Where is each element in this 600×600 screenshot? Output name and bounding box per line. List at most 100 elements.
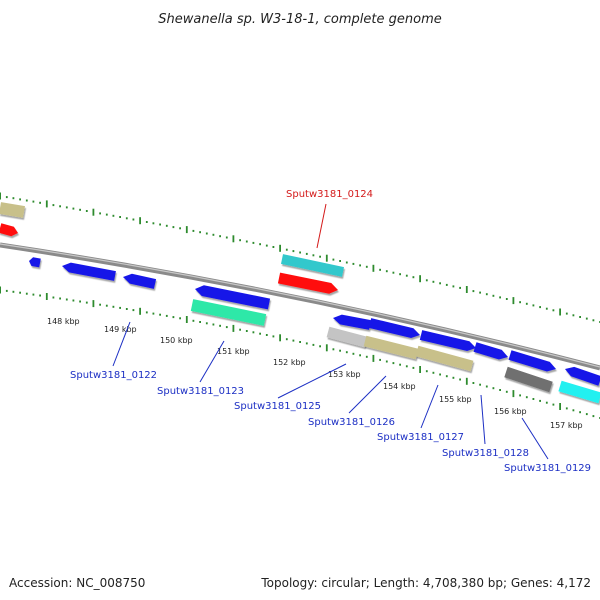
minor-tick <box>285 338 288 341</box>
major-tick <box>45 200 48 208</box>
minor-tick <box>72 207 75 210</box>
leader-line <box>420 384 439 429</box>
gene-feature[interactable] <box>190 299 267 326</box>
tick-label: 151 kbp <box>217 347 250 356</box>
genome-backbone-highlight <box>0 243 600 368</box>
minor-tick <box>285 248 288 251</box>
minor-tick <box>592 319 595 322</box>
tick-label: 154 kbp <box>383 382 416 391</box>
tick-label: 156 kbp <box>494 407 527 416</box>
minor-tick <box>505 298 508 300</box>
gene-label[interactable]: Sputw3181_0126 <box>308 417 395 428</box>
tick-label: 157 kbp <box>550 421 583 430</box>
minor-tick <box>65 298 68 301</box>
gene-feature[interactable] <box>326 326 368 348</box>
minor-tick <box>272 246 275 248</box>
minor-tick <box>219 235 221 238</box>
major-tick <box>232 235 235 243</box>
minor-tick <box>412 366 415 369</box>
gene-feature[interactable] <box>277 272 338 294</box>
gene-features <box>0 202 600 404</box>
minor-tick <box>199 321 201 323</box>
gene-feature[interactable] <box>62 262 116 281</box>
minor-tick <box>365 355 368 358</box>
gene-feature[interactable] <box>0 202 25 218</box>
minor-tick <box>425 370 428 373</box>
major-tick <box>0 192 1 200</box>
gene-label[interactable]: Sputw3181_0125 <box>234 401 321 412</box>
minor-tick <box>292 250 295 253</box>
gene-feature[interactable] <box>473 342 509 360</box>
gene-feature[interactable] <box>123 273 157 289</box>
outer-dotted-track <box>0 192 600 323</box>
minor-tick <box>52 296 55 299</box>
gene-feature[interactable] <box>195 285 271 310</box>
minor-tick <box>19 198 21 201</box>
minor-tick <box>292 339 295 342</box>
leader-line <box>112 321 131 367</box>
minor-tick <box>352 352 355 355</box>
gene-label[interactable]: Sputw3181_0122 <box>70 370 157 381</box>
minor-tick <box>132 218 135 221</box>
minor-tick <box>79 300 81 303</box>
minor-tick <box>265 244 268 247</box>
minor-tick <box>472 290 475 293</box>
leader-line <box>348 375 387 414</box>
minor-tick <box>539 306 541 309</box>
minor-tick <box>565 407 568 410</box>
gene-label[interactable]: Sputw3181_0128 <box>442 448 529 459</box>
minor-tick <box>519 394 521 397</box>
minor-tick <box>205 322 208 325</box>
gene-label[interactable]: Sputw3181_0124 <box>286 189 373 200</box>
minor-tick <box>165 314 168 317</box>
minor-tick <box>452 285 455 288</box>
minor-tick <box>5 196 8 199</box>
gene-feature[interactable] <box>419 330 476 351</box>
genome-backbone <box>0 242 600 371</box>
minor-tick <box>412 276 415 279</box>
gene-feature[interactable] <box>281 254 344 277</box>
minor-tick <box>365 265 368 268</box>
minor-tick <box>179 317 181 320</box>
gene-feature[interactable] <box>0 223 18 237</box>
minor-tick <box>479 383 481 386</box>
gene-feature[interactable] <box>415 345 474 372</box>
gene-feature[interactable] <box>363 335 419 360</box>
gene-feature[interactable] <box>29 257 41 268</box>
minor-tick <box>359 264 361 267</box>
minor-tick <box>252 331 255 334</box>
minor-tick <box>439 282 441 285</box>
leader-line <box>199 340 225 383</box>
gene-feature[interactable] <box>504 366 553 393</box>
map-title: Shewanella sp. W3-18-1, complete genome <box>158 12 441 27</box>
minor-tick <box>265 334 268 336</box>
gene-feature[interactable] <box>508 350 557 372</box>
minor-tick <box>85 301 88 304</box>
gene-feature[interactable] <box>333 314 371 330</box>
minor-tick <box>579 411 581 414</box>
minor-tick <box>212 233 215 236</box>
minor-tick <box>192 229 195 232</box>
gene-label[interactable]: Sputw3181_0123 <box>157 386 244 397</box>
minor-tick <box>305 342 308 345</box>
minor-tick <box>32 293 35 296</box>
minor-tick <box>79 208 81 211</box>
minor-tick <box>392 271 395 274</box>
minor-tick <box>105 213 108 216</box>
minor-tick <box>299 341 301 343</box>
gene-label[interactable]: Sputw3181_0127 <box>377 432 464 443</box>
gene-feature[interactable] <box>558 380 600 404</box>
gene-feature[interactable] <box>565 366 600 386</box>
minor-tick <box>445 375 448 378</box>
gene-feature[interactable] <box>368 318 420 338</box>
tick-label: 150 kbp <box>160 336 193 345</box>
minor-tick <box>505 390 508 393</box>
minor-tick <box>225 236 228 239</box>
minor-tick <box>492 294 495 297</box>
minor-tick <box>59 205 61 208</box>
gene-label[interactable]: Sputw3181_0129 <box>504 463 591 474</box>
major-tick <box>0 286 1 294</box>
minor-tick <box>125 308 128 310</box>
major-tick <box>232 324 235 332</box>
minor-tick <box>119 306 121 309</box>
